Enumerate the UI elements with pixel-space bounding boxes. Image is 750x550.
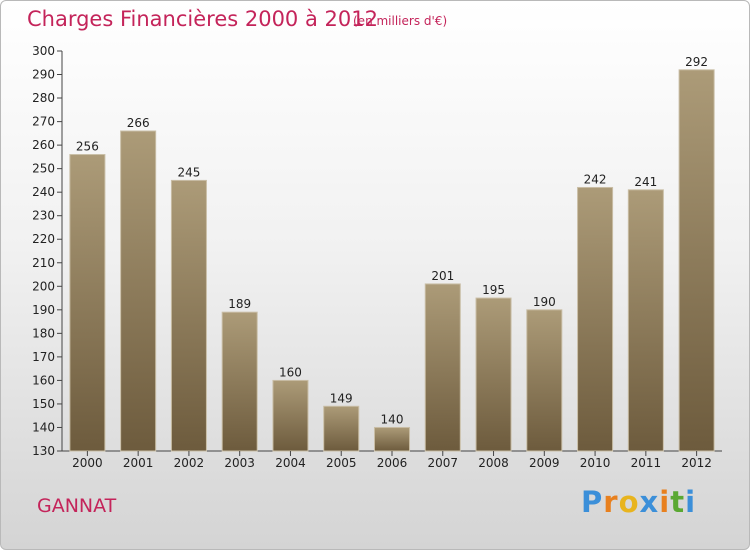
x-tick-label: 2002 <box>174 456 205 470</box>
y-tick-label: 300 <box>32 44 55 58</box>
logo-letter: i <box>685 485 697 519</box>
bar <box>526 309 563 452</box>
proxiti-logo[interactable]: Proxiti <box>581 485 696 519</box>
y-tick-label: 130 <box>32 444 55 458</box>
y-tick-label: 280 <box>32 91 55 105</box>
bar-value-label: 266 <box>127 116 150 130</box>
x-tick-label: 2009 <box>529 456 560 470</box>
y-tick-label: 240 <box>32 185 55 199</box>
bar <box>424 283 461 452</box>
x-tick-label: 2010 <box>580 456 611 470</box>
y-tick-label: 200 <box>32 279 55 293</box>
y-tick-label: 230 <box>32 209 55 223</box>
logo-letter: o <box>618 485 640 519</box>
logo-letter: t <box>670 485 686 519</box>
x-tick-label: 2000 <box>72 456 103 470</box>
bar-value-label: 149 <box>330 391 353 405</box>
bar-value-label: 160 <box>279 365 302 379</box>
bar-value-label: 245 <box>177 165 200 179</box>
y-tick-label: 160 <box>32 373 55 387</box>
bar <box>69 154 106 452</box>
x-tick-label: 2001 <box>123 456 154 470</box>
bar <box>170 179 207 452</box>
bar <box>577 186 614 452</box>
y-tick-label: 210 <box>32 256 55 270</box>
y-tick-label: 190 <box>32 303 55 317</box>
x-tick-label: 2003 <box>224 456 255 470</box>
bar <box>323 405 360 452</box>
y-tick-label: 250 <box>32 162 55 176</box>
bar-value-label: 195 <box>482 283 505 297</box>
y-tick-label: 170 <box>32 350 55 364</box>
logo-letter: x <box>639 485 660 519</box>
bar <box>120 130 157 452</box>
y-tick-label: 220 <box>32 232 55 246</box>
bar <box>678 69 715 452</box>
bar-value-label: 201 <box>431 269 454 283</box>
x-tick-label: 2005 <box>326 456 357 470</box>
y-tick-label: 150 <box>32 397 55 411</box>
bar <box>272 379 309 452</box>
bar <box>475 297 512 452</box>
bar-value-label: 241 <box>634 175 657 189</box>
bar <box>373 426 411 452</box>
chart-title: Charges Financières 2000 à 2012 <box>27 7 378 31</box>
bar-value-label: 140 <box>381 412 404 426</box>
y-tick-label: 290 <box>32 68 55 82</box>
logo-letter: P <box>581 485 604 519</box>
bar <box>627 189 664 452</box>
bar-value-label: 256 <box>76 140 99 154</box>
bar-value-label: 189 <box>228 297 251 311</box>
x-tick-label: 2012 <box>681 456 712 470</box>
x-tick-label: 2011 <box>631 456 662 470</box>
y-tick-label: 140 <box>32 420 55 434</box>
x-tick-label: 2006 <box>377 456 408 470</box>
logo-letter: i <box>659 485 671 519</box>
bar-value-label: 292 <box>685 55 708 69</box>
logo-letter: r <box>603 485 619 519</box>
x-tick-label: 2007 <box>427 456 458 470</box>
y-tick-label: 260 <box>32 138 55 152</box>
x-tick-label: 2004 <box>275 456 306 470</box>
chart-subtitle: (en milliers d'€) <box>353 14 448 28</box>
y-tick-label: 270 <box>32 115 55 129</box>
x-tick-label: 2008 <box>478 456 509 470</box>
y-tick-label: 180 <box>32 326 55 340</box>
bar-value-label: 242 <box>584 172 607 186</box>
city-name: GANNAT <box>37 495 117 517</box>
bar-value-label: 190 <box>533 295 556 309</box>
bar <box>221 311 258 452</box>
